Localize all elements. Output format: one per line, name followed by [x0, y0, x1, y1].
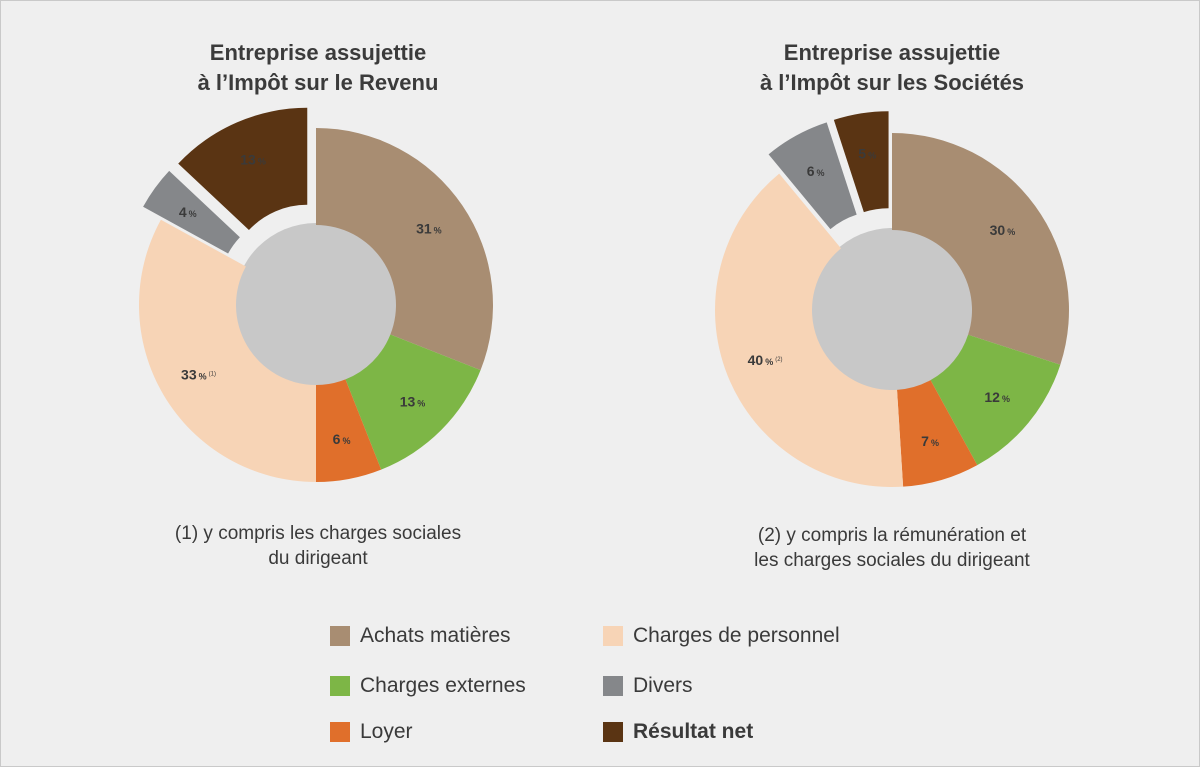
donut-left-slice-externes: [345, 334, 481, 470]
donut-right-label-externes: 12%: [984, 389, 1010, 405]
donut-right-slice-divers: [768, 122, 857, 230]
donut-right-label-loyer: 7%: [921, 433, 939, 449]
donut-left-slice-loyer: [316, 379, 382, 482]
donut-right-slice-loyer: [897, 380, 978, 487]
chart-title-right: Entreprise assujettie à l’Impôt sur les …: [682, 38, 1102, 98]
footnote-right-line2: les charges sociales du dirigeant: [754, 550, 1030, 571]
footnote-right: (2) y compris la rémunération et les cha…: [682, 523, 1102, 573]
donut-left-slice-divers: [143, 170, 240, 254]
donut-left-slice-achats: [316, 128, 493, 371]
chart-title-left-line2: à l’Impôt sur le Revenu: [197, 70, 439, 95]
donut-left-slice-resultat: [178, 107, 308, 231]
donut-left-label-externes: 13%: [400, 394, 426, 410]
donut-left-label-personnel: 33% (1): [181, 366, 216, 382]
donut-left-label-achats: 31%: [416, 220, 442, 236]
footnote-right-line1: (2) y compris la rémunération et: [757, 525, 1027, 546]
donut-right-label-achats: 30%: [990, 222, 1016, 238]
footnote-left: (1) y compris les charges sociales du di…: [108, 521, 528, 571]
donut-right-slice-personnel: [715, 173, 904, 488]
footnote-left-line1: (1) y compris les charges sociales: [174, 523, 462, 544]
chart-title-right-line2: à l’Impôt sur les Sociétés: [759, 70, 1025, 95]
footnote-left-line2: du dirigeant: [268, 548, 368, 569]
donut-left-inner-shadow: [234, 223, 398, 387]
donut-right-label-resultat: 5%: [858, 145, 876, 161]
donut-left-label-divers: 4%: [179, 204, 197, 220]
donut-right-slice-externes: [930, 334, 1061, 466]
chart-title-left-line1: Entreprise assujettie: [209, 40, 427, 65]
donut-right-label-divers: 6%: [807, 163, 825, 179]
chart-title-left: Entreprise assujettie à l’Impôt sur le R…: [108, 38, 528, 98]
donut-left-label-resultat: 13%: [240, 152, 266, 168]
donut-left-label-loyer: 6%: [333, 431, 351, 447]
chart-title-right-line1: Entreprise assujettie: [783, 40, 1001, 65]
donut-right-slice-resultat: [833, 111, 889, 213]
donut-right-slice-achats: [892, 133, 1070, 365]
donut-right-inner-shadow: [810, 228, 974, 392]
donut-right-label-personnel: 40% (2): [748, 352, 783, 368]
donut-left-slice-personnel: [139, 219, 316, 482]
